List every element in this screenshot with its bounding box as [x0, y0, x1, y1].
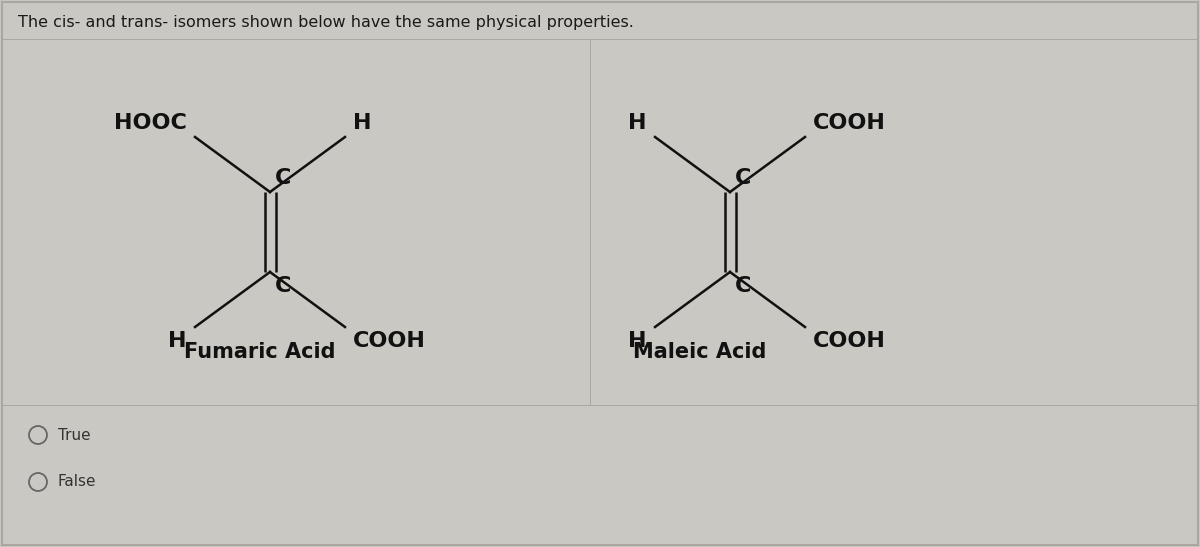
- Text: C: C: [275, 168, 292, 188]
- Text: H: H: [629, 113, 647, 133]
- Text: H: H: [629, 331, 647, 351]
- Text: C: C: [734, 276, 751, 296]
- Text: Fumaric Acid: Fumaric Acid: [185, 342, 336, 362]
- Text: H: H: [168, 331, 187, 351]
- Text: H: H: [353, 113, 372, 133]
- Text: C: C: [734, 168, 751, 188]
- Text: COOH: COOH: [353, 331, 426, 351]
- Text: COOH: COOH: [814, 331, 886, 351]
- Text: COOH: COOH: [814, 113, 886, 133]
- Text: The cis- and trans- isomers shown below have the same physical properties.: The cis- and trans- isomers shown below …: [18, 15, 634, 30]
- Text: True: True: [58, 428, 91, 443]
- Text: False: False: [58, 474, 96, 490]
- Text: C: C: [275, 276, 292, 296]
- Text: Maleic Acid: Maleic Acid: [634, 342, 767, 362]
- Text: HOOC: HOOC: [114, 113, 187, 133]
